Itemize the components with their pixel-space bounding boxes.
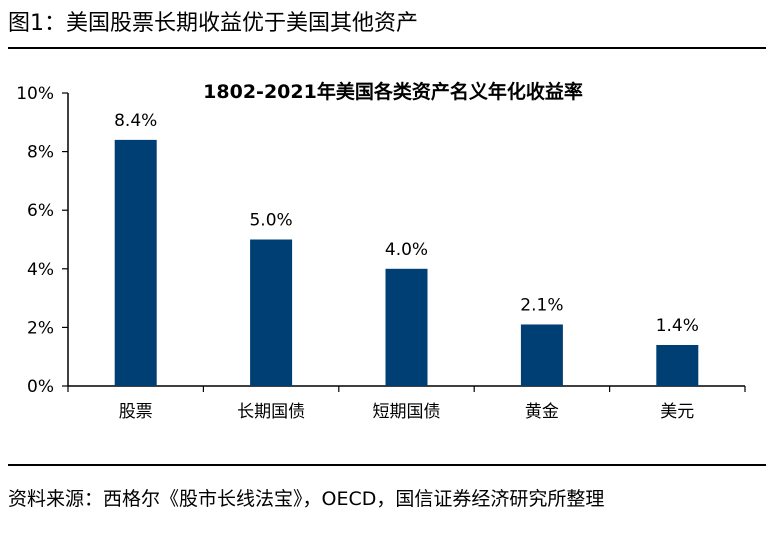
y-axis: 0% 2% 4% 6% 8% 10% [16, 84, 69, 397]
y-tick-label: 8% [27, 143, 54, 163]
data-label: 4.0% [385, 240, 428, 260]
bar [114, 139, 157, 386]
x-tick-label: 美元 [660, 402, 694, 422]
source-note: 资料来源：西格尔《股市长线法宝》，OECD，国信证券经济研究所整理 [8, 488, 605, 510]
x-tick-label: 黄金 [525, 402, 559, 422]
x-tick-label: 股票 [119, 402, 153, 422]
figure-title: 图1：美国股票长期收益优于美国其他资产 [8, 11, 418, 36]
data-label: 1.4% [656, 316, 699, 336]
data-label: 2.1% [520, 295, 563, 315]
bar [385, 268, 428, 386]
bottom-divider [8, 464, 766, 466]
data-label: 5.0% [249, 211, 292, 231]
bar-chart: 1802-2021年美国各类资产名义年化收益率 0% 2% 4% 6% 8% 10% 股票… [16, 80, 746, 422]
top-divider [8, 47, 766, 49]
data-labels: 8.4% 5.0% 4.0% 2.1% 1.4% [114, 111, 699, 336]
data-label: 8.4% [114, 111, 157, 131]
y-tick-label: 6% [27, 201, 54, 221]
x-tick-label: 短期国债 [373, 402, 441, 422]
y-tick-label: 4% [27, 260, 54, 280]
x-tick-label: 长期国债 [237, 402, 305, 422]
y-tick-label: 0% [27, 377, 54, 397]
bar [520, 324, 563, 386]
y-tick-label: 10% [16, 84, 54, 104]
x-axis: 股票 长期国债 短期国债 黄金 美元 [67, 385, 746, 422]
bars [114, 139, 699, 386]
bar [656, 344, 699, 386]
y-tick-label: 2% [27, 318, 54, 338]
bar [250, 239, 293, 386]
chart-title: 1802-2021年美国各类资产名义年化收益率 [203, 80, 583, 103]
